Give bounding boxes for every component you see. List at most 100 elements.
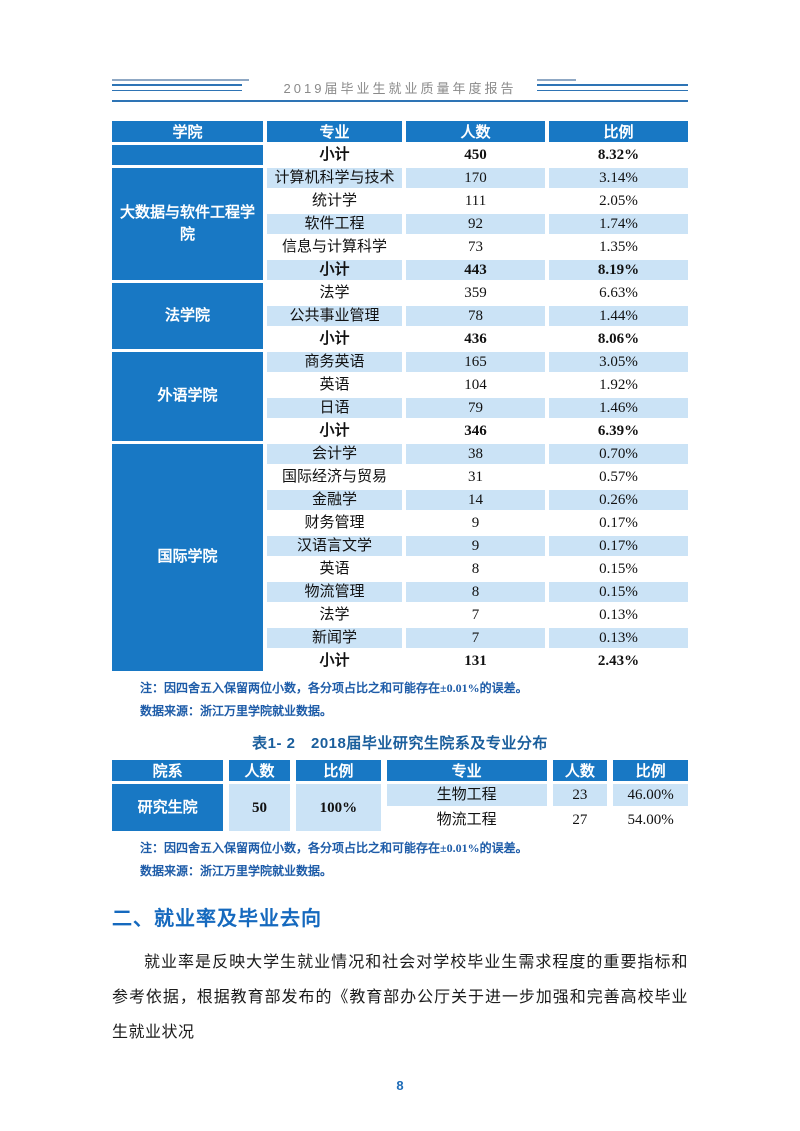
college-cell: 外语学院 [112,352,264,441]
college-cell: 国际学院 [112,444,264,671]
table-row: 软件工程 92 1.74% [112,214,688,234]
major-cell: 小计 [319,653,350,669]
table-note: 注：因四舍五入保留两位小数，各分项占比之和可能存在±0.01%的误差。 [140,841,528,855]
major-cell: 统计学 [312,193,358,209]
ratio-cell: 1.92% [599,377,638,393]
table-row: 小计 450 8.32% [112,145,688,165]
table-row: 财务管理 9 0.17% [112,513,688,533]
document-header: 2019届毕业生就业质量年度报告 [112,76,688,102]
major-cell: 小计 [319,147,350,163]
table-row: 研究生院 50 100% 生物工程 23 46.00% [112,784,688,831]
ratio-cell: 1.44% [549,306,688,326]
ratio-cell: 0.70% [549,444,688,464]
major-cell: 计算机科学与技术 [267,168,403,188]
department-cell: 研究生院 [112,784,224,831]
major-cell: 英语 [319,377,350,393]
major-cell: 日语 [267,398,403,418]
ratio-cell: 1.46% [549,398,688,418]
major-cell: 商务英语 [267,352,403,372]
table-note: 注：因四舍五入保留两位小数，各分项占比之和可能存在±0.01%的误差。 [140,681,528,695]
count-cell: 50 [229,784,290,831]
ratio-cell: 0.15% [599,561,638,577]
table1-body: 小计 450 8.32% 大数据与软件工程学院 计算机科学与技术 170 3.14% 统计学 1… [112,145,688,671]
major-cell: 小计 [319,331,350,347]
column-header-ratio: 比例 [295,760,381,781]
ratio-cell: 46.00% [613,784,688,806]
major-cell: 公共事业管理 [267,306,403,326]
table-row: 信息与计算科学 73 1.35% [112,237,688,257]
count-cell: 131 [464,653,487,669]
ratio-cell: 0.57% [599,469,638,485]
ratio-cell: 2.43% [597,653,640,669]
table-row: 大数据与软件工程学院 计算机科学与技术 170 3.14% [112,168,688,280]
table-row: 小计 436 8.06% [112,329,688,349]
ratio-cell: 1.35% [599,239,638,255]
ratio-cell: 54.00% [627,812,674,828]
count-cell: 9 [406,536,545,556]
table-row: 新闻学 7 0.13% [112,628,688,648]
column-header-count: 人数 [406,121,545,142]
ratio-cell: 0.26% [549,490,688,510]
major-cell: 小计 [267,260,403,280]
column-header-ratio: 比例 [549,121,688,142]
body-paragraph: 就业率是反映大学生就业情况和社会对学校毕业生需求程度的重要指标和参考依据，根据教… [112,954,688,1041]
count-cell: 27 [572,812,588,828]
count-cell: 111 [464,193,487,209]
count-cell: 8 [471,561,480,577]
decorative-line [536,84,688,91]
ratio-cell: 2.05% [599,193,638,209]
college-cell: 法学院 [112,283,264,349]
ratio-cell: 6.63% [599,285,638,301]
major-cell: 新闻学 [267,628,403,648]
major-cell: 国际经济与贸易 [282,469,388,485]
table-row: 法学 7 0.13% [112,605,688,625]
ratio-cell: 0.13% [599,607,638,623]
table-row: 英语 8 0.15% [112,559,688,579]
college-cell [112,145,264,165]
table-row: 小计 443 8.19% [112,260,688,280]
major-cell: 法学 [319,607,350,623]
college-cell: 大数据与软件工程学院 [112,168,264,280]
ratio-cell: 0.17% [549,536,688,556]
count-cell: 450 [464,147,487,163]
table-row: 法学院 法学 359 6.63% [112,283,688,349]
table-row: 小计 346 6.39% [112,421,688,441]
ratio-cell: 3.05% [549,352,688,372]
count-cell: 104 [464,377,487,393]
major-cell: 金融学 [267,490,403,510]
header-decoration-left [112,79,292,91]
count-cell: 9 [471,515,480,531]
table2-notes: 注：因四舍五入保留两位小数，各分项占比之和可能存在±0.01%的误差。 数据来源… [112,840,688,880]
data-source-note: 数据来源：浙江万里学院就业数据。 [140,704,333,718]
table-row: 小计 131 2.43% [112,651,688,671]
major-cell: 汉语言文学 [267,536,403,556]
count-cell: 359 [464,285,487,301]
ratio-cell: 6.39% [597,423,640,439]
count-cell: 7 [406,628,545,648]
decorative-line [112,84,242,91]
table1-notes: 注：因四舍五入保留两位小数，各分项占比之和可能存在±0.01%的误差。 数据来源… [112,680,688,720]
table-row: 外语学院 商务英语 165 3.05% [112,352,688,441]
ratio-cell: 8.06% [597,331,640,347]
count-cell: 443 [406,260,545,280]
table-row: 国际经济与贸易 31 0.57% [112,467,688,487]
count-cell: 31 [468,469,483,485]
major-cell: 小计 [319,423,350,439]
major-cell: 信息与计算科学 [282,239,388,255]
count-cell: 73 [468,239,483,255]
count-cell: 7 [471,607,480,623]
table-row: 英语 104 1.92% [112,375,688,395]
column-header-major: 专业 [386,760,547,781]
major-cell: 法学 [319,285,350,301]
column-header-count: 人数 [229,760,290,781]
table-row: 国际学院 会计学 38 0.70% [112,444,688,671]
count-cell: 92 [406,214,545,234]
ratio-cell: 1.74% [549,214,688,234]
column-header-ratio: 比例 [613,760,688,781]
table-row: 统计学 111 2.05% [112,191,688,211]
count-cell: 436 [464,331,487,347]
column-header-major: 专业 [267,121,403,142]
table-row: 金融学 14 0.26% [112,490,688,510]
count-cell: 78 [406,306,545,326]
ratio-cell: 0.15% [549,582,688,602]
